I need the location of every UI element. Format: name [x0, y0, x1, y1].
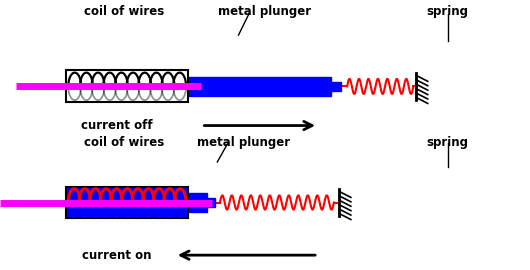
Bar: [66, 187, 188, 218]
Bar: [331, 82, 341, 91]
Text: spring: spring: [427, 5, 469, 18]
Text: coil of wires: coil of wires: [84, 5, 165, 18]
Text: metal plunger: metal plunger: [218, 5, 312, 18]
Bar: [207, 198, 215, 207]
Bar: [66, 70, 188, 102]
Text: coil of wires: coil of wires: [84, 136, 165, 148]
Text: spring: spring: [427, 136, 469, 148]
Text: metal plunger: metal plunger: [197, 136, 290, 148]
Bar: [183, 77, 331, 96]
Text: current on: current on: [82, 249, 152, 262]
Bar: [140, 193, 207, 212]
Text: current off: current off: [81, 119, 153, 132]
